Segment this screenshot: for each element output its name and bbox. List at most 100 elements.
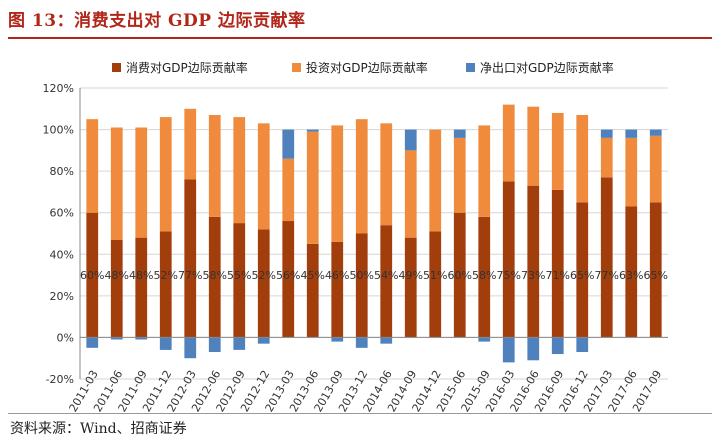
data-label: 54% [374,269,398,282]
bar-consumption [282,221,295,338]
data-label: 52% [154,269,178,282]
data-label: 63% [619,269,643,282]
bar-consumption [380,225,393,338]
bar-net-exports [502,337,515,363]
bar-investment [404,150,417,238]
bar-net-exports [380,337,393,344]
bar-investment [600,137,613,178]
bar-investment [184,108,197,180]
data-label: 45% [301,269,325,282]
bar-consumption [233,223,246,338]
bar-investment [380,123,393,226]
bar-net-exports [576,337,589,352]
bar-consumption [478,216,491,338]
data-label: 50% [350,269,374,282]
data-label: 48% [129,269,153,282]
y-tick-label: 120% [43,82,74,95]
legend-label: 净出口对GDP边际贡献率 [480,60,614,75]
source-divider [8,413,712,414]
figure-title: 图 13：消费支出对 GDP 边际贡献率 [8,11,306,31]
data-label: 60% [448,269,472,282]
data-label: 65% [570,269,594,282]
bar-consumption [306,243,319,338]
bar-consumption [257,229,270,338]
bar-net-exports [649,129,662,136]
title-divider [8,37,712,39]
y-tick-label: 60% [50,207,74,220]
bar-net-exports [600,129,613,138]
bar-net-exports [257,337,270,344]
bar-consumption [404,237,417,338]
bar-consumption [355,233,368,338]
bar-investment [649,135,662,203]
legend-swatch [466,63,475,72]
bar-investment [502,104,515,182]
data-label: 65% [644,269,668,282]
bar-net-exports [331,337,344,342]
bar-net-exports [159,337,172,350]
bar-investment [355,119,368,234]
bar-investment [257,123,270,230]
bar-net-exports [625,129,638,138]
bar-consumption [453,212,466,338]
bar-net-exports [135,337,148,340]
bar-consumption [625,206,638,338]
bar-consumption [551,189,564,338]
source-note: 资料来源：Wind、招商证券 [10,421,187,437]
data-label: 46% [325,269,349,282]
bar-net-exports [404,129,417,151]
y-tick-label: 0% [57,331,74,344]
data-label: 52% [252,269,276,282]
bar-investment [233,117,246,224]
data-label: 77% [178,269,202,282]
data-label: 48% [105,269,129,282]
bar-investment [478,125,491,217]
legend-swatch [292,63,301,72]
data-label: 58% [203,269,227,282]
bar-investment [110,127,123,240]
bar-consumption [649,202,662,338]
bar-consumption [576,202,589,338]
bar-consumption [208,216,221,338]
bar-investment [135,127,148,238]
data-label: 75% [497,269,521,282]
bar-net-exports [453,129,466,138]
y-tick-label: 20% [50,290,74,303]
bar-consumption [86,212,99,338]
bar-investment [453,137,466,213]
bar-consumption [110,239,123,338]
data-label: 58% [472,269,496,282]
y-tick-label: -20% [46,373,74,386]
bar-investment [527,106,540,186]
bar-net-exports [233,337,246,350]
legend-swatch [112,63,121,72]
bar-consumption [331,241,344,338]
bar-investment [331,125,344,242]
data-label: 49% [399,269,423,282]
legend-label: 消费对GDP边际贡献率 [126,60,248,75]
bar-consumption [527,185,540,338]
y-tick-label: 80% [50,165,74,178]
bar-net-exports [208,337,221,352]
bar-net-exports [551,337,564,355]
bar-investment [429,129,442,232]
y-tick-label: 40% [50,248,74,261]
bar-net-exports [86,337,99,348]
bar-consumption [159,231,172,338]
bar-consumption [184,179,197,338]
bar-investment [625,137,638,207]
bar-investment [208,115,221,217]
bar-consumption [502,181,515,338]
bar-net-exports [184,337,197,359]
bar-net-exports [306,129,319,132]
bar-investment [551,112,564,190]
bar-net-exports [527,337,540,361]
bar-investment [282,158,295,222]
data-label: 56% [276,269,300,282]
bar-consumption [429,231,442,338]
bar-net-exports [478,337,491,342]
data-label: 55% [227,269,251,282]
bar-consumption [600,177,613,338]
y-tick-label: 100% [43,124,74,137]
data-label: 51% [423,269,447,282]
